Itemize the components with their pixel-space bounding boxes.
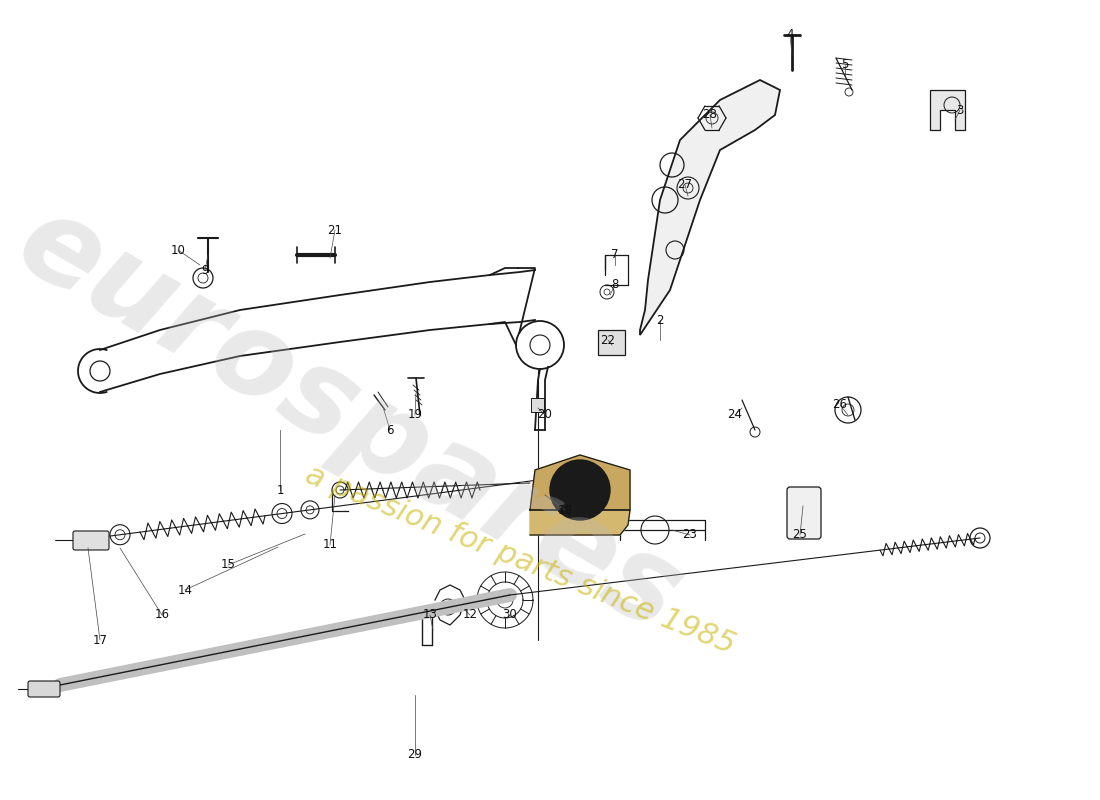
Text: 26: 26 — [833, 398, 847, 411]
Text: 1: 1 — [276, 483, 284, 497]
Polygon shape — [530, 455, 630, 510]
Text: 19: 19 — [407, 409, 422, 422]
Polygon shape — [530, 510, 630, 535]
FancyBboxPatch shape — [598, 330, 625, 355]
Text: 12: 12 — [462, 609, 477, 622]
Text: 9: 9 — [201, 263, 209, 277]
Text: 28: 28 — [703, 109, 717, 122]
Circle shape — [562, 472, 598, 508]
Polygon shape — [930, 90, 965, 130]
FancyBboxPatch shape — [531, 398, 544, 412]
Text: 18: 18 — [558, 503, 572, 517]
Text: 23: 23 — [683, 529, 697, 542]
Text: 5: 5 — [842, 58, 849, 71]
Polygon shape — [640, 80, 780, 335]
Text: 2: 2 — [657, 314, 663, 326]
Text: 17: 17 — [92, 634, 108, 646]
Text: 25: 25 — [793, 529, 807, 542]
Text: 10: 10 — [170, 243, 186, 257]
Text: 30: 30 — [503, 609, 517, 622]
Text: 11: 11 — [322, 538, 338, 551]
Text: 16: 16 — [154, 609, 169, 622]
FancyBboxPatch shape — [73, 531, 109, 550]
Text: eurospares: eurospares — [0, 184, 702, 656]
FancyBboxPatch shape — [28, 681, 60, 697]
Circle shape — [550, 460, 610, 520]
Text: 3: 3 — [956, 103, 964, 117]
Text: 24: 24 — [727, 409, 742, 422]
Text: 7: 7 — [612, 249, 618, 262]
Text: 20: 20 — [538, 409, 552, 422]
Text: 15: 15 — [221, 558, 235, 571]
FancyBboxPatch shape — [786, 487, 821, 539]
Text: a passion for parts since 1985: a passion for parts since 1985 — [301, 460, 739, 660]
Text: 14: 14 — [177, 583, 192, 597]
Text: 21: 21 — [328, 223, 342, 237]
Text: 13: 13 — [422, 609, 438, 622]
Text: 4: 4 — [786, 29, 794, 42]
Text: 22: 22 — [601, 334, 616, 346]
Text: 8: 8 — [612, 278, 618, 291]
Text: 6: 6 — [386, 423, 394, 437]
Text: 29: 29 — [407, 749, 422, 762]
Text: 27: 27 — [678, 178, 693, 191]
